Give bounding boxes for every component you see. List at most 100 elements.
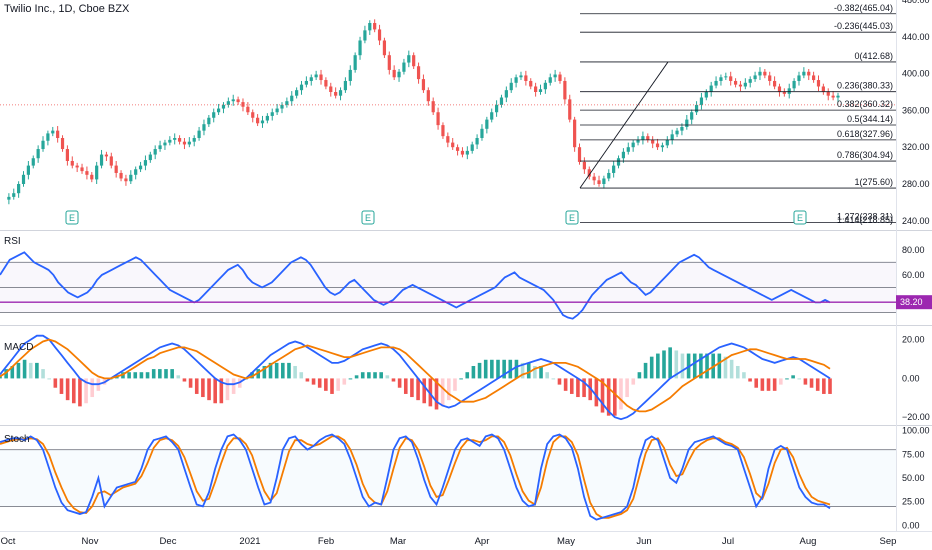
price-candle-body <box>85 171 89 175</box>
macd-histogram-bar <box>582 378 586 398</box>
price-candle-body <box>519 75 523 78</box>
rsi-value-label: 38.20 <box>900 297 923 307</box>
price-candle-body <box>17 184 21 194</box>
price-candle-body <box>763 71 767 76</box>
price-candle-body <box>499 97 504 105</box>
price-candle-body <box>646 136 650 140</box>
rsi-axis-tick: 60.00 <box>902 270 925 280</box>
price-candle-body <box>651 139 655 144</box>
price-candle-body <box>416 66 421 80</box>
macd-histogram-bar <box>692 353 697 379</box>
price-candle-body <box>338 90 343 96</box>
price-candle-body <box>451 142 455 148</box>
price-candle-body <box>270 112 274 116</box>
price-candle-body <box>119 172 123 179</box>
price-candle-body <box>616 158 621 166</box>
stoch-axis-tick: 100.00 <box>902 426 930 436</box>
macd-histogram-bar <box>797 378 802 380</box>
macd-histogram-bar <box>367 372 371 379</box>
price-candle-body <box>309 77 313 81</box>
price-candle-body <box>802 71 806 76</box>
macd-histogram-bar <box>127 372 131 379</box>
price-candle-body <box>402 62 406 72</box>
price-candle-body <box>104 154 109 157</box>
macd-histogram-bar <box>299 372 304 379</box>
macd-histogram-bar <box>705 353 709 379</box>
price-candle-body <box>826 92 830 96</box>
price-candle-body <box>392 69 396 78</box>
price-candle-body <box>31 158 35 166</box>
price-candle-body <box>348 69 352 81</box>
macd-histogram-bar <box>35 362 39 379</box>
macd-histogram-bar <box>4 369 8 379</box>
macd-histogram-bar <box>569 378 574 394</box>
macd-histogram-bar <box>735 365 740 379</box>
price-candle-body <box>529 80 533 87</box>
macd-histogram-bar <box>785 378 789 380</box>
price-candle-body <box>143 160 148 166</box>
price-candle-body <box>821 86 825 92</box>
price-candle-body <box>21 174 26 184</box>
macd-histogram-bar <box>311 378 316 385</box>
price-candle-body <box>397 71 401 78</box>
macd-histogram-bar <box>293 365 297 379</box>
price-candle-body <box>480 128 484 138</box>
price-candle-body <box>573 119 577 148</box>
stoch-axis-tick: 50.00 <box>902 473 925 483</box>
price-candle-body <box>685 119 689 127</box>
macd-histogram-bar <box>447 378 451 401</box>
price-candle-body <box>329 86 333 92</box>
stoch-axis-tick: 0.00 <box>902 520 920 530</box>
price-candle-body <box>412 55 416 67</box>
macd-histogram-bar <box>53 378 58 388</box>
price-candle-body <box>543 82 547 90</box>
price-candle-body <box>275 108 279 113</box>
macd-histogram-bar <box>803 378 808 385</box>
price-candle-body <box>709 85 713 92</box>
price-candle-body <box>246 106 250 113</box>
macd-histogram-bar <box>391 378 396 382</box>
price-candle-body <box>314 74 318 78</box>
price-candle-body <box>251 112 255 118</box>
price-candle-body <box>363 30 367 41</box>
macd-histogram-bar <box>324 378 328 391</box>
time-axis-label: Jul <box>722 536 734 547</box>
price-candle-body <box>168 139 172 143</box>
price-candle-body <box>192 138 196 142</box>
time-axis-label: 2021 <box>239 536 260 547</box>
fib-level-label: -0.236(445.03) <box>834 21 893 31</box>
time-axis-label: Mar <box>390 536 406 547</box>
price-candle-body <box>465 150 469 155</box>
price-candle-body <box>285 101 289 105</box>
macd-histogram-bar <box>791 375 795 379</box>
price-candle-body <box>129 174 133 182</box>
stoch-axis-tick: 25.00 <box>902 497 925 507</box>
fib-level-label: 0(412.68) <box>854 51 893 61</box>
macd-histogram-bar <box>668 347 672 379</box>
macd-histogram-bar <box>557 378 562 385</box>
macd-histogram-bar <box>182 378 187 382</box>
price-candle-body <box>690 112 694 120</box>
price-candle-body <box>831 95 835 98</box>
macd-histogram-bar <box>440 378 445 407</box>
macd-histogram-bar <box>434 378 439 410</box>
price-candle-body <box>607 172 611 179</box>
price-candle-body <box>138 165 143 170</box>
macd-histogram-bar <box>379 372 383 379</box>
price-candle-body <box>90 174 94 180</box>
price-candle-body <box>553 74 557 78</box>
earnings-marker-label: E <box>797 213 803 223</box>
earnings-marker-label: E <box>569 213 575 223</box>
price-candle-body <box>587 169 591 177</box>
price-candle-body <box>12 193 16 197</box>
macd-histogram-bar <box>170 369 174 379</box>
price-candle-body <box>460 150 465 155</box>
price-candle-body <box>504 90 508 98</box>
price-candle-body <box>7 196 11 200</box>
macd-histogram-bar <box>336 378 340 391</box>
macd-histogram-bar <box>594 378 599 407</box>
price-candle-body <box>797 75 801 81</box>
macd-histogram-bar <box>71 378 76 404</box>
price-candle-body <box>65 149 70 161</box>
